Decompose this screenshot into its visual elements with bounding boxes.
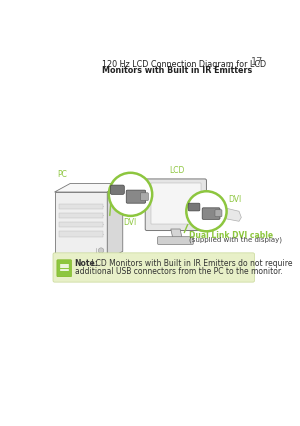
- FancyBboxPatch shape: [59, 222, 103, 227]
- FancyBboxPatch shape: [151, 183, 201, 225]
- Circle shape: [109, 173, 152, 216]
- FancyBboxPatch shape: [59, 204, 103, 209]
- Polygon shape: [55, 184, 123, 192]
- Polygon shape: [115, 184, 241, 221]
- Circle shape: [98, 248, 104, 253]
- Text: Note:: Note:: [75, 259, 99, 268]
- FancyBboxPatch shape: [158, 237, 193, 245]
- Text: LCD Monitors with Built in IR Emitters do not require: LCD Monitors with Built in IR Emitters d…: [89, 259, 292, 268]
- FancyBboxPatch shape: [59, 213, 103, 218]
- Text: 120 Hz LCD Connection Diagram for LCD: 120 Hz LCD Connection Diagram for LCD: [102, 60, 266, 69]
- FancyBboxPatch shape: [110, 185, 124, 194]
- Polygon shape: [171, 229, 182, 240]
- FancyBboxPatch shape: [53, 253, 254, 282]
- FancyBboxPatch shape: [145, 179, 206, 230]
- Polygon shape: [107, 184, 123, 260]
- Text: DVI: DVI: [123, 218, 136, 227]
- FancyBboxPatch shape: [126, 190, 146, 203]
- Text: (supplied with the display): (supplied with the display): [189, 237, 282, 243]
- FancyBboxPatch shape: [215, 210, 222, 217]
- FancyBboxPatch shape: [141, 193, 148, 201]
- Text: additional USB connectors from the PC to the monitor.: additional USB connectors from the PC to…: [75, 268, 283, 276]
- Text: Monitors with Built in IR Emitters: Monitors with Built in IR Emitters: [102, 66, 252, 75]
- Text: 17: 17: [251, 57, 264, 67]
- Text: LCD: LCD: [169, 166, 184, 175]
- Text: Dual Link DVI cable: Dual Link DVI cable: [189, 231, 273, 240]
- FancyBboxPatch shape: [59, 231, 103, 237]
- FancyBboxPatch shape: [57, 260, 72, 277]
- FancyBboxPatch shape: [202, 208, 220, 219]
- Circle shape: [186, 191, 226, 231]
- FancyBboxPatch shape: [188, 203, 200, 211]
- Text: DVI: DVI: [228, 195, 242, 204]
- Text: PC: PC: [58, 170, 68, 179]
- Polygon shape: [55, 192, 107, 260]
